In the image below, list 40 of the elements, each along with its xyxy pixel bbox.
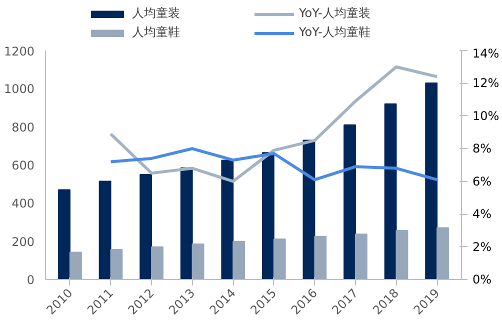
- y2-tick-label: 12%: [472, 76, 500, 90]
- y-tick-label: 600: [12, 158, 34, 172]
- y2-tick-label: 14%: [472, 46, 500, 60]
- bar: [58, 189, 70, 280]
- y-tick-label: 200: [12, 234, 34, 249]
- bar: [69, 252, 82, 280]
- y-tick-label: 0: [26, 273, 35, 287]
- legend-label: 人均童装: [132, 5, 181, 22]
- line-series: [109, 147, 439, 182]
- bar: [262, 152, 274, 280]
- bar: [221, 160, 234, 280]
- bar: [232, 240, 246, 280]
- bar: [425, 82, 438, 280]
- legend-label: 人均童鞋: [132, 24, 181, 41]
- bar: [192, 244, 204, 280]
- y2-tick-label: 8%: [472, 142, 492, 156]
- bar: [110, 249, 123, 280]
- bar: [180, 167, 193, 280]
- bar: [151, 246, 164, 280]
- bar: [140, 174, 152, 280]
- y2-tick-label: 2%: [472, 240, 492, 254]
- bar: [273, 238, 286, 280]
- legend-label: YoY-人均童装: [299, 5, 372, 22]
- y2-tick-label: 6%: [472, 174, 492, 188]
- y2-tick-label: 4%: [472, 207, 492, 222]
- bar: [354, 234, 368, 280]
- bar: [314, 236, 327, 280]
- y-tick-label: 800: [12, 120, 34, 134]
- y2-tick-label: 10%: [472, 108, 500, 123]
- bar: [396, 230, 408, 280]
- line-series: [109, 65, 439, 183]
- y-tick-label: 1000: [4, 82, 35, 96]
- y-tick-label: 1200: [4, 44, 35, 58]
- legend-label: YoY-人均童鞋: [299, 24, 372, 41]
- bar: [436, 227, 449, 280]
- bar: [384, 103, 397, 280]
- y2-tick-label: 0%: [472, 272, 492, 286]
- y-tick-label: 400: [12, 196, 34, 211]
- bar: [344, 124, 356, 280]
- bar: [98, 180, 112, 280]
